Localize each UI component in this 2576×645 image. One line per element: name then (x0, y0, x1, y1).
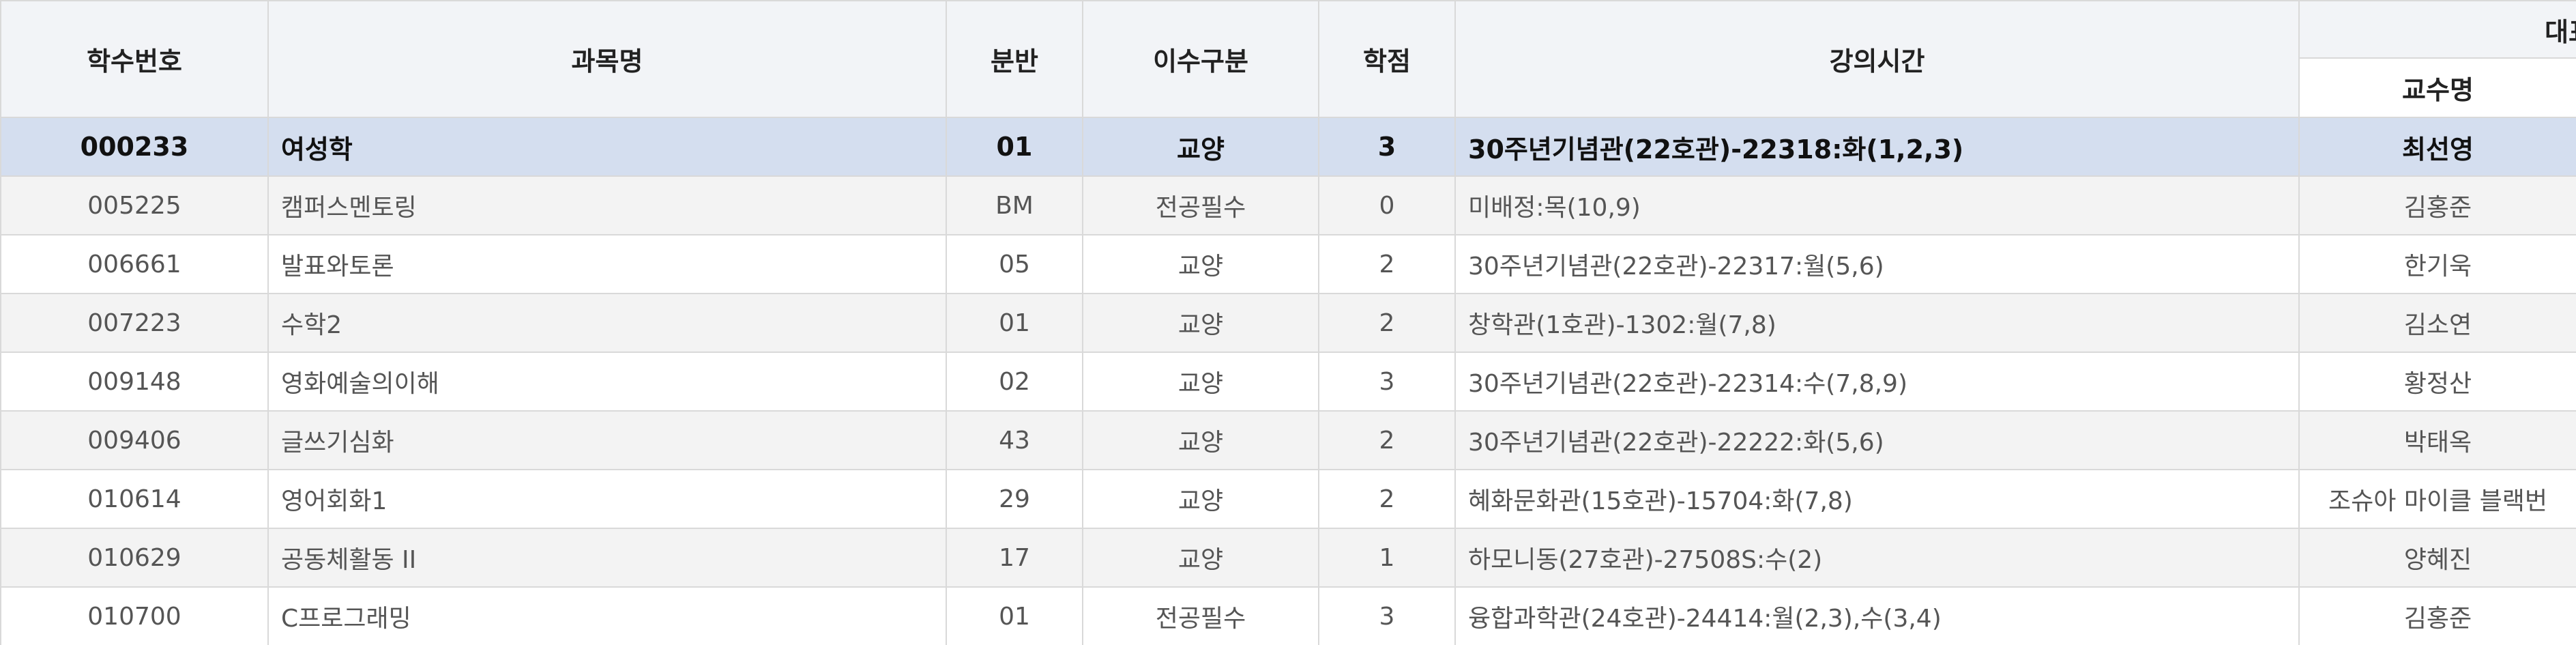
cell-lecture-time: 30주년기념관(22호관)-22318:화(1,2,3) (1454, 117, 2300, 177)
cell-course-name: 영어회화1 (267, 469, 947, 529)
cell-course-name: 여성학 (267, 117, 947, 177)
table-row-selected[interactable]: 000233 여성학 01 교양 3 30주년기념관(22호관)-22318:화… (0, 117, 2576, 177)
cell-credit: 2 (1318, 410, 1456, 470)
cell-course-id: 006661 (0, 234, 269, 294)
cell-course-type: 전공필수 (1082, 586, 1319, 645)
cell-lecture-time: 하모니동(27호관)-27508S:수(2) (1454, 528, 2300, 588)
cell-course-type: 교양 (1082, 469, 1319, 529)
table-body: 000233 여성학 01 교양 3 30주년기념관(22호관)-22318:화… (0, 117, 2576, 645)
cell-section: 17 (946, 528, 1083, 588)
header-course-id[interactable]: 학수번호 (0, 0, 269, 118)
cell-professor: 최선영 (2298, 117, 2576, 177)
header-credit[interactable]: 학점 (1318, 0, 1456, 118)
header-course-type[interactable]: 이수구분 (1082, 0, 1319, 118)
cell-lecture-time: 30주년기념관(22호관)-22314:수(7,8,9) (1454, 352, 2300, 412)
table-row[interactable]: 010700 C프로그래밍 01 전공필수 3 융합과학관(24호관)-2441… (0, 586, 2576, 645)
cell-course-type: 교양 (1082, 117, 1319, 177)
cell-section: BM (946, 175, 1083, 235)
cell-credit: 3 (1318, 586, 1456, 645)
cell-section: 29 (946, 469, 1083, 529)
cell-course-id: 009148 (0, 352, 269, 412)
cell-professor: 박태옥 (2298, 410, 2576, 470)
cell-professor: 한기욱 (2298, 234, 2576, 294)
cell-course-name: 발표와토론 (267, 234, 947, 294)
cell-course-id: 009406 (0, 410, 269, 470)
cell-lecture-time: 융합과학관(24호관)-24414:월(2,3),수(3,4) (1454, 586, 2300, 645)
cell-course-id: 010629 (0, 528, 269, 588)
cell-section: 43 (946, 410, 1083, 470)
cell-course-name: 캠퍼스멘토링 (267, 175, 947, 235)
cell-lecture-time: 혜화문화관(15호관)-15704:화(7,8) (1454, 469, 2300, 529)
cell-credit: 1 (1318, 528, 1456, 588)
cell-course-name: 수학2 (267, 293, 947, 353)
cell-professor: 김소연 (2298, 293, 2576, 353)
cell-course-name: C프로그래밍 (267, 586, 947, 645)
cell-lecture-time: 창학관(1호관)-1302:월(7,8) (1454, 293, 2300, 353)
header-professor[interactable]: 교수명 (2298, 57, 2576, 118)
cell-course-name: 영화예술의이해 (267, 352, 947, 412)
cell-course-type: 교양 (1082, 410, 1319, 470)
cell-course-name: 공동체활동 II (267, 528, 947, 588)
cell-lecture-time: 30주년기념관(22호관)-22222:화(5,6) (1454, 410, 2300, 470)
cell-credit: 3 (1318, 117, 1456, 177)
cell-credit: 2 (1318, 469, 1456, 529)
cell-course-name: 글쓰기심화 (267, 410, 947, 470)
cell-professor: 김홍준 (2298, 586, 2576, 645)
cell-section: 02 (946, 352, 1083, 412)
cell-professor: 김홍준 (2298, 175, 2576, 235)
cell-section: 01 (946, 293, 1083, 353)
cell-professor: 황정산 (2298, 352, 2576, 412)
cell-course-id: 010700 (0, 586, 269, 645)
table-row[interactable]: 010614 영어회화1 29 교양 2 혜화문화관(15호관)-15704:화… (0, 469, 2576, 529)
cell-professor: 양혜진 (2298, 528, 2576, 588)
header-course-name[interactable]: 과목명 (267, 0, 947, 118)
cell-section: 05 (946, 234, 1083, 294)
table-row[interactable]: 009406 글쓰기심화 43 교양 2 30주년기념관(22호관)-22222… (0, 410, 2576, 470)
cell-section: 01 (946, 117, 1083, 177)
cell-credit: 0 (1318, 175, 1456, 235)
table-row[interactable]: 010629 공동체활동 II 17 교양 1 하모니동(27호관)-27508… (0, 528, 2576, 588)
cell-lecture-time: 미배정:목(10,9) (1454, 175, 2300, 235)
cell-course-id: 005225 (0, 175, 269, 235)
header-group-representative: 대표 (2298, 0, 2576, 59)
table-row[interactable]: 006661 발표와토론 05 교양 2 30주년기념관(22호관)-22317… (0, 234, 2576, 294)
header-lecture-time[interactable]: 강의시간 (1454, 0, 2300, 118)
cell-credit: 2 (1318, 234, 1456, 294)
table-row[interactable]: 007223 수학2 01 교양 2 창학관(1호관)-1302:월(7,8) … (0, 293, 2576, 353)
cell-course-type: 교양 (1082, 293, 1319, 353)
cell-course-type: 전공필수 (1082, 175, 1319, 235)
cell-section: 01 (946, 586, 1083, 645)
cell-lecture-time: 30주년기념관(22호관)-22317:월(5,6) (1454, 234, 2300, 294)
cell-credit: 3 (1318, 352, 1456, 412)
cell-professor: 조슈아 마이클 블랙번 (2298, 469, 2576, 529)
cell-course-type: 교양 (1082, 352, 1319, 412)
header-section[interactable]: 분반 (946, 0, 1083, 118)
cell-credit: 2 (1318, 293, 1456, 353)
cell-course-id: 007223 (0, 293, 269, 353)
table-row[interactable]: 005225 캠퍼스멘토링 BM 전공필수 0 미배정:목(10,9) 김홍준 (0, 175, 2576, 235)
cell-course-type: 교양 (1082, 234, 1319, 294)
table-header: 학수번호 과목명 분반 이수구분 학점 강의시간 대표 교수명 (0, 0, 2576, 118)
cell-course-type: 교양 (1082, 528, 1319, 588)
cell-course-id: 010614 (0, 469, 269, 529)
table-row[interactable]: 009148 영화예술의이해 02 교양 3 30주년기념관(22호관)-223… (0, 352, 2576, 412)
cell-course-id: 000233 (0, 117, 269, 177)
